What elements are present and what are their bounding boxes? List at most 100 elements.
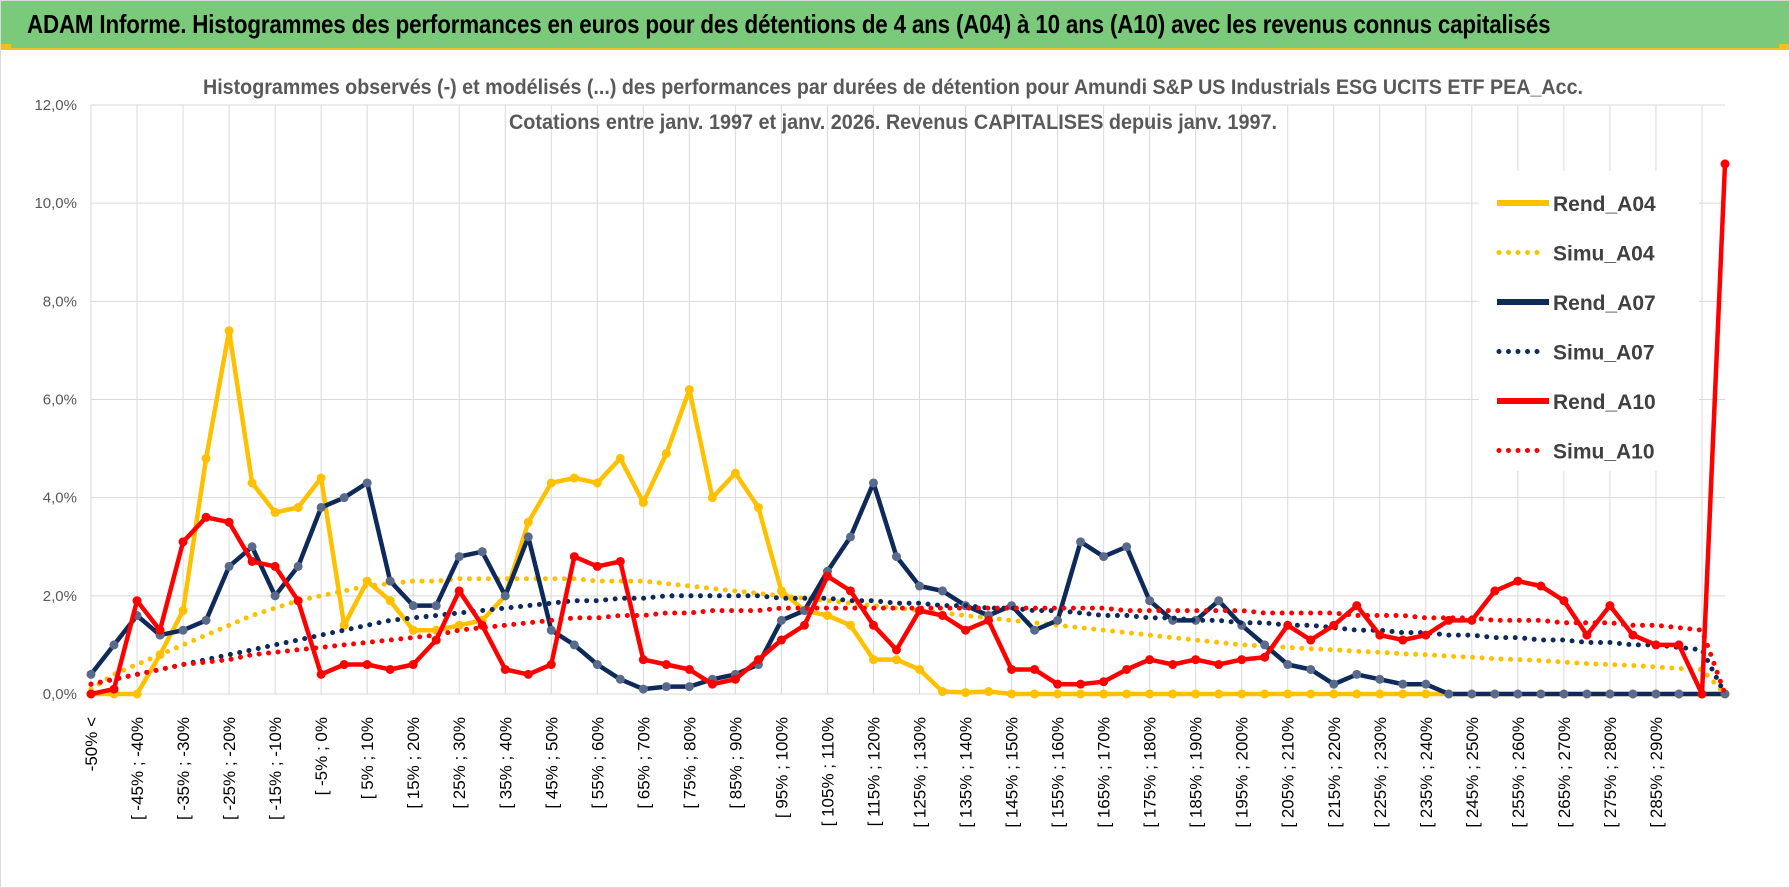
data-point bbox=[1444, 689, 1454, 699]
data-point bbox=[1329, 679, 1339, 689]
legend-item: Simu_A07 bbox=[1496, 342, 1655, 365]
report-title: ADAM Informe. Histogrammes des performan… bbox=[27, 9, 1551, 39]
data-point bbox=[408, 601, 418, 611]
data-point bbox=[1191, 655, 1201, 665]
x-tick-label: [ 195% ; 200% bbox=[1233, 717, 1252, 828]
y-tick-label: 10,0% bbox=[34, 195, 77, 212]
data-point bbox=[1099, 552, 1109, 562]
series-simu-a04 bbox=[88, 576, 1728, 697]
data-point bbox=[1237, 689, 1247, 699]
data-point bbox=[1214, 689, 1224, 699]
x-tick-label: [ 75% ; 80% bbox=[680, 717, 699, 809]
chart-title-line-1: Histogrammes observés (-) et modélisés (… bbox=[203, 76, 1583, 99]
data-point bbox=[316, 502, 326, 512]
data-point bbox=[1053, 689, 1063, 699]
data-point bbox=[1191, 689, 1201, 699]
legend-item: Rend_A07 bbox=[1497, 292, 1656, 315]
data-point bbox=[1053, 615, 1063, 625]
data-point bbox=[1030, 625, 1040, 635]
chart-title-line-2: Cotations entre janv. 1997 et janv. 2026… bbox=[509, 111, 1277, 134]
data-point bbox=[385, 596, 395, 606]
x-tick-label: [ 115% ; 120% bbox=[864, 717, 883, 826]
data-point bbox=[730, 468, 740, 478]
data-point bbox=[316, 669, 326, 679]
data-point bbox=[868, 620, 878, 630]
data-point bbox=[1651, 689, 1661, 699]
data-point bbox=[1513, 689, 1523, 699]
data-point bbox=[1030, 689, 1040, 699]
legend-item: Rend_A10 bbox=[1497, 391, 1656, 414]
data-point bbox=[1421, 630, 1431, 640]
data-point bbox=[1076, 689, 1086, 699]
data-point bbox=[201, 453, 211, 463]
data-point bbox=[316, 473, 326, 483]
data-point bbox=[408, 625, 418, 635]
data-point bbox=[1168, 689, 1178, 699]
data-point bbox=[270, 507, 280, 517]
series-line-dotted bbox=[88, 593, 1728, 697]
x-tick-label: [ 125% ; 130% bbox=[911, 717, 930, 828]
legend-label: Rend_A10 bbox=[1553, 391, 1656, 414]
data-point bbox=[615, 556, 625, 566]
data-point bbox=[984, 615, 994, 625]
data-point bbox=[546, 660, 556, 670]
series-line-dotted bbox=[88, 605, 1728, 697]
x-tick-label: [ 185% ; 190% bbox=[1187, 717, 1206, 828]
data-point bbox=[661, 448, 671, 458]
data-point bbox=[684, 385, 694, 395]
legend-label: Simu_A04 bbox=[1553, 243, 1655, 266]
data-point bbox=[1122, 542, 1132, 552]
data-point bbox=[500, 664, 510, 674]
data-point bbox=[1145, 596, 1155, 606]
title-banner: ADAM Informe. Histogrammes des performan… bbox=[1, 1, 1789, 50]
data-point bbox=[1099, 689, 1109, 699]
data-point bbox=[915, 581, 925, 591]
data-point bbox=[915, 664, 925, 674]
data-point bbox=[109, 684, 119, 694]
data-point bbox=[1605, 601, 1615, 611]
y-tick-label: 4,0% bbox=[43, 490, 77, 507]
x-tick-label: [ 25% ; 30% bbox=[450, 717, 469, 809]
data-point bbox=[638, 655, 648, 665]
legend-label: Simu_A10 bbox=[1553, 441, 1655, 464]
chart-title: Histogrammes observés (-) et modélisés (… bbox=[203, 76, 1583, 134]
data-point bbox=[1513, 576, 1523, 586]
data-point bbox=[776, 615, 786, 625]
data-point bbox=[1306, 635, 1316, 645]
data-point bbox=[638, 684, 648, 694]
histogram-chart: 0,0% 2,0% 4,0% 6,0% 8,0% 10,0% 12,0% -50% < [ -… bbox=[34, 76, 1730, 828]
data-point bbox=[224, 517, 234, 527]
data-point bbox=[109, 640, 119, 650]
y-tick-label: 8,0% bbox=[43, 293, 77, 310]
data-point bbox=[638, 498, 648, 508]
x-tick-label: [ -35% ; -30% bbox=[174, 717, 193, 820]
data-point bbox=[1237, 655, 1247, 665]
data-point bbox=[178, 537, 188, 547]
data-point bbox=[684, 682, 694, 692]
data-point bbox=[1628, 630, 1638, 640]
legend-item: Simu_A04 bbox=[1496, 243, 1655, 266]
data-point bbox=[1398, 635, 1408, 645]
x-tick-label: [ 255% ; 260% bbox=[1509, 717, 1528, 828]
data-point bbox=[684, 664, 694, 674]
data-point bbox=[86, 669, 96, 679]
data-point bbox=[1651, 640, 1661, 650]
data-point bbox=[661, 660, 671, 670]
data-point bbox=[86, 689, 96, 699]
x-tick-label: [ 45% ; 50% bbox=[542, 717, 561, 809]
data-point bbox=[1122, 664, 1132, 674]
y-tick-label: 12,0% bbox=[34, 97, 77, 114]
data-point bbox=[569, 473, 579, 483]
data-point bbox=[546, 478, 556, 488]
data-point bbox=[891, 645, 901, 655]
data-point bbox=[362, 478, 372, 488]
x-tick-label: [ -25% ; -20% bbox=[220, 717, 239, 820]
series bbox=[86, 159, 1730, 699]
data-point bbox=[1536, 581, 1546, 591]
data-point bbox=[1007, 664, 1017, 674]
data-point bbox=[1375, 630, 1385, 640]
data-point bbox=[546, 625, 556, 635]
x-tick-label: [ 15% ; 20% bbox=[404, 717, 423, 809]
data-point bbox=[1329, 689, 1339, 699]
data-point bbox=[1421, 679, 1431, 689]
